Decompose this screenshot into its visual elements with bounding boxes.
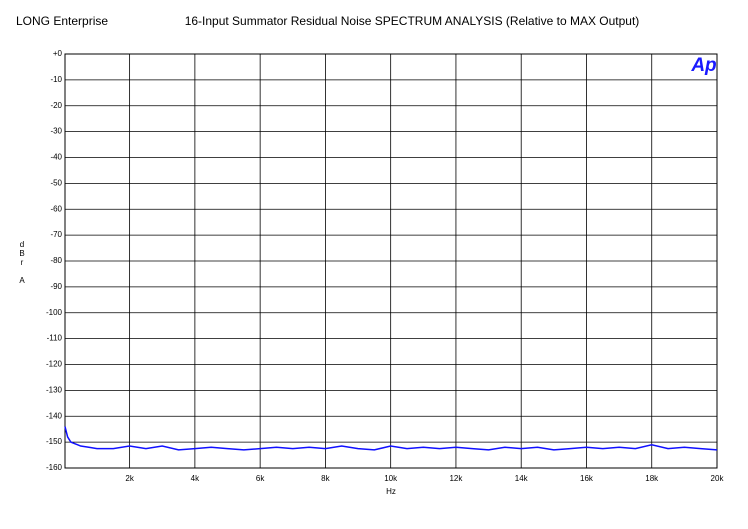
x-tick-label: 10k bbox=[384, 474, 398, 483]
x-tick-label: 4k bbox=[191, 474, 200, 483]
y-tick-label: -90 bbox=[50, 282, 62, 291]
logo: Ap bbox=[690, 55, 716, 76]
x-tick-label: 8k bbox=[321, 474, 330, 483]
y-tick-label: -100 bbox=[46, 308, 63, 317]
x-tick-label: 6k bbox=[256, 474, 265, 483]
x-tick-label: 16k bbox=[580, 474, 594, 483]
x-tick-label: 12k bbox=[449, 474, 463, 483]
y-tick-label: -80 bbox=[50, 256, 62, 265]
y-tick-label: -60 bbox=[50, 204, 62, 213]
x-tick-label: 14k bbox=[515, 474, 529, 483]
y-tick-label: +0 bbox=[53, 49, 63, 58]
y-tick-label: -160 bbox=[46, 463, 63, 472]
y-tick-label: -30 bbox=[50, 127, 62, 136]
y-axis-label: dBr A bbox=[18, 240, 27, 285]
y-tick-label: -150 bbox=[46, 437, 63, 446]
y-tick-label: -50 bbox=[50, 178, 62, 187]
y-tick-label: -120 bbox=[46, 360, 63, 369]
x-tick-label: 2k bbox=[125, 474, 134, 483]
noise-trace bbox=[64, 426, 718, 451]
x-tick-label: 20k bbox=[711, 474, 725, 483]
y-tick-label: -110 bbox=[47, 334, 63, 343]
y-tick-label: -130 bbox=[46, 385, 63, 394]
y-tick-label: -40 bbox=[50, 153, 62, 162]
y-tick-label: -20 bbox=[50, 101, 62, 110]
y-tick-label: -10 bbox=[50, 75, 62, 84]
chart-title: 16-Input Summator Residual Noise SPECTRU… bbox=[185, 14, 640, 28]
y-tick-label: -140 bbox=[46, 411, 63, 420]
plot-frame bbox=[64, 53, 718, 469]
x-tick-label: 18k bbox=[645, 474, 659, 483]
y-tick-label: -70 bbox=[50, 230, 62, 239]
header: LONG Enterprise bbox=[16, 14, 108, 28]
x-axis-label: Hz bbox=[386, 487, 396, 496]
